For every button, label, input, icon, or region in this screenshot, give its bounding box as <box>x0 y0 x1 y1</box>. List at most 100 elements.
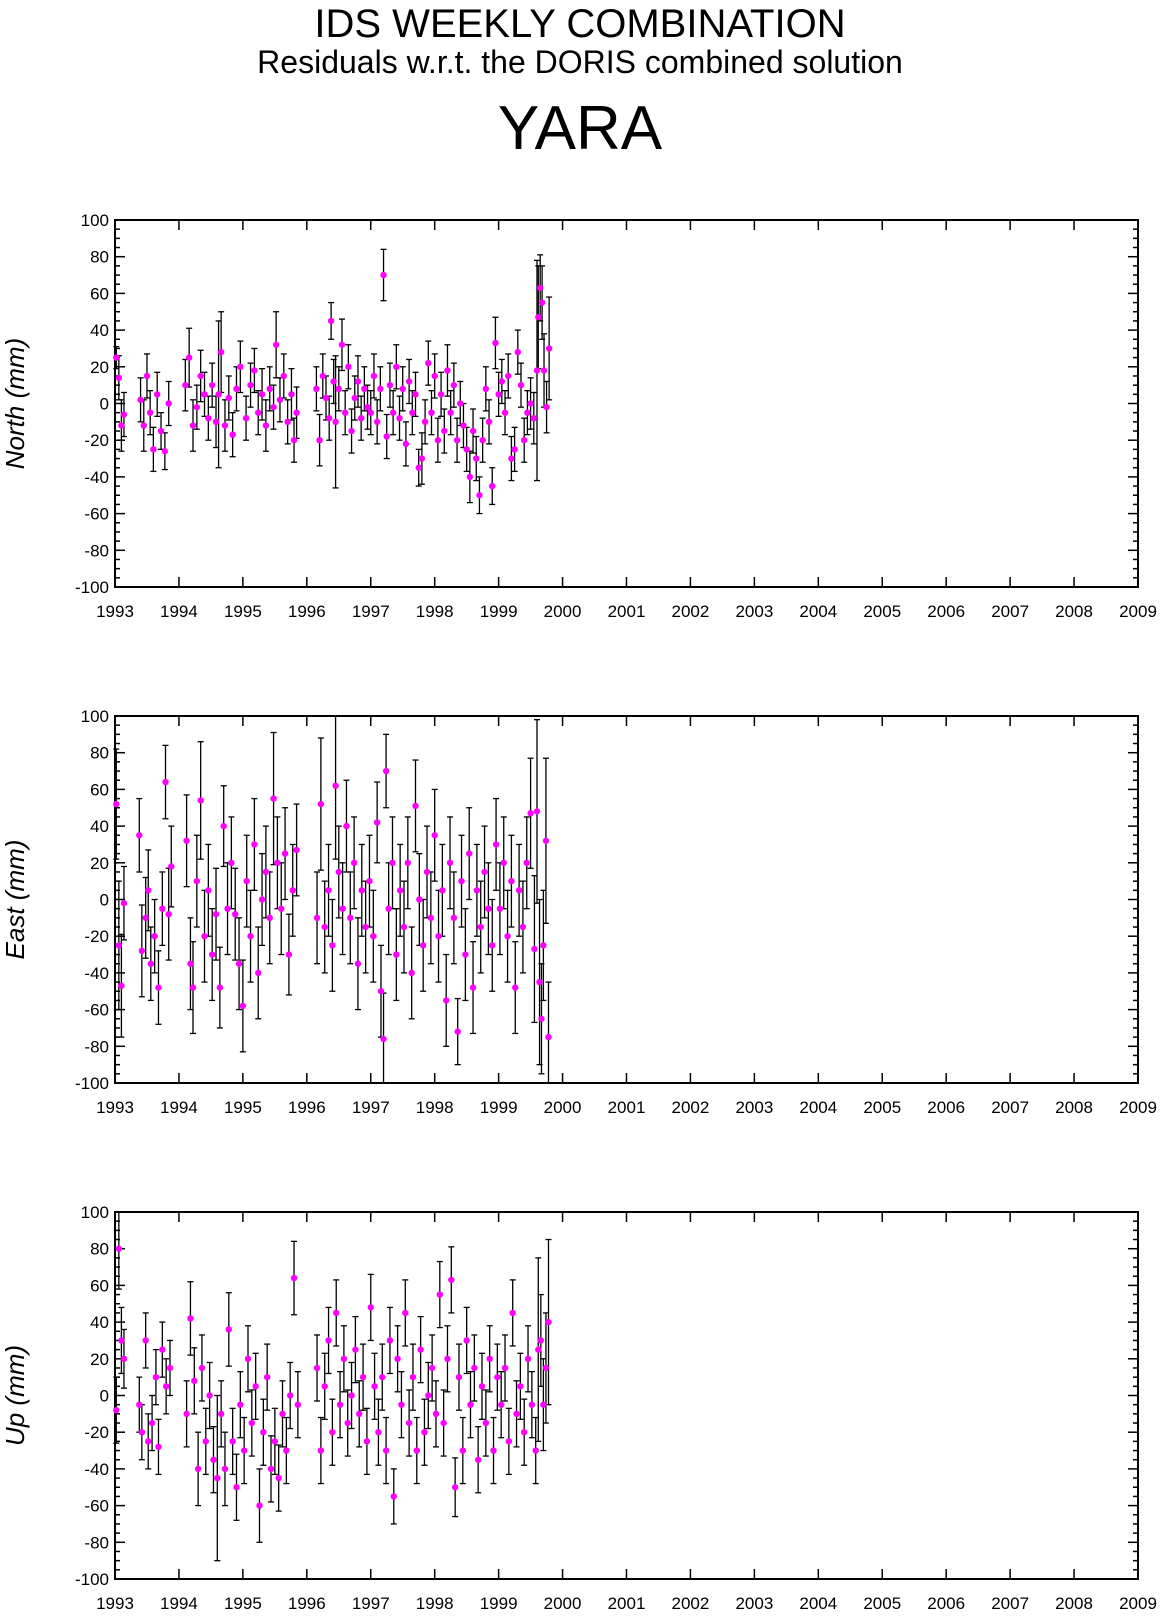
east-data-point <box>159 905 166 912</box>
north-data-point <box>237 363 244 370</box>
north-data-point <box>501 409 509 416</box>
north-data-point <box>288 391 295 398</box>
up-data-point <box>248 1419 256 1427</box>
up-data-point <box>271 1438 279 1445</box>
up-data-point <box>152 1373 160 1381</box>
east-data-point <box>289 887 296 894</box>
north-data-point <box>444 367 451 374</box>
north-data-point <box>120 411 128 418</box>
east-data-point <box>389 859 396 866</box>
east-data-point <box>165 910 172 918</box>
up-data-point <box>356 1410 363 1418</box>
east-data-point <box>466 850 473 857</box>
east-data-point <box>404 859 412 866</box>
east-x-tick-label: 1994 <box>160 1098 198 1117</box>
north-data-point <box>150 446 157 453</box>
up-data-point <box>198 1364 206 1372</box>
east-data-point <box>293 846 300 854</box>
north-data-point <box>402 440 410 448</box>
up-y-tick-label: 20 <box>90 1350 109 1369</box>
east-data-point <box>313 914 321 922</box>
east-data-point <box>519 923 527 931</box>
east-data-point <box>332 782 339 789</box>
up-x-tick-label: 2004 <box>799 1594 837 1613</box>
east-data-point <box>512 984 519 991</box>
east-data-point <box>377 988 385 995</box>
east-x-tick-label: 2005 <box>863 1098 901 1117</box>
east-y-tick-label: -80 <box>84 1037 109 1056</box>
up-data-point <box>217 1410 225 1418</box>
up-data-point <box>142 1337 149 1344</box>
east-x-tick-label: 1996 <box>288 1098 326 1117</box>
up-y-axis-title: Up (mm) <box>0 1345 30 1446</box>
north-data-point <box>428 409 435 416</box>
north-data-point <box>514 348 522 356</box>
north-data-point <box>421 418 429 426</box>
up-data-point <box>440 1419 447 1427</box>
up-data-point <box>183 1410 190 1418</box>
east-data-point <box>523 859 530 866</box>
north-data-point <box>498 378 506 385</box>
north-x-tick-label: 1994 <box>160 602 198 621</box>
up-data-point <box>478 1383 486 1390</box>
east-data-point <box>138 947 146 955</box>
up-data-point <box>540 1401 547 1408</box>
up-data-point <box>336 1401 344 1408</box>
up-x-tick-label: 2002 <box>672 1594 710 1613</box>
up-data-point <box>405 1419 413 1427</box>
north-y-tick-label: 80 <box>90 248 109 267</box>
east-data-point <box>208 951 216 958</box>
up-x-tick-label: 2000 <box>544 1594 582 1613</box>
north-plot-frame <box>114 219 1139 588</box>
north-data-point <box>476 492 483 499</box>
east-x-tick-label: 2008 <box>1055 1098 1093 1117</box>
north-data-point <box>521 437 528 444</box>
north-data-point <box>280 372 287 380</box>
north-data-point <box>386 381 394 389</box>
north-data-point <box>182 381 189 389</box>
east-data-point <box>419 942 427 949</box>
up-x-tick-label: 1994 <box>160 1594 198 1613</box>
up-data-point <box>535 1346 542 1353</box>
up-x-tick-label: 1999 <box>480 1594 518 1613</box>
up-data-point <box>394 1355 401 1363</box>
up-data-point <box>490 1447 497 1454</box>
up-data-point <box>471 1364 478 1372</box>
north-data-point <box>247 381 254 389</box>
north-y-tick-label: 0 <box>100 395 109 414</box>
north-data-point <box>540 367 548 374</box>
north-data-point <box>357 414 365 422</box>
north-data-point <box>276 396 284 404</box>
north-data-point <box>146 409 154 416</box>
up-y-tick-label: -60 <box>84 1497 109 1516</box>
up-data-point <box>425 1392 432 1399</box>
north-y-tick-label: 20 <box>90 358 109 377</box>
north-data-point <box>367 409 374 416</box>
east-data-point <box>540 942 547 949</box>
east-data-point <box>278 905 285 912</box>
east-data-point <box>538 1015 545 1022</box>
north-data-point <box>508 455 515 462</box>
up-data-point <box>417 1346 424 1353</box>
north-y-tick-label: -60 <box>84 505 109 524</box>
up-x-tick-label: 2008 <box>1055 1594 1093 1613</box>
up-x-tick-label: 1996 <box>288 1594 326 1613</box>
east-data-point <box>168 863 175 870</box>
up-data-point <box>444 1355 451 1363</box>
north-data-point <box>189 422 197 429</box>
east-data-point <box>247 933 254 940</box>
up-panel: -100 -80 -60 -40 -20 0 20 40 60 80 100 1993 1994 1995… <box>0 1203 1157 1613</box>
east-data-point <box>317 800 325 808</box>
north-data-point <box>262 422 270 429</box>
east-data-point <box>382 767 390 775</box>
up-y-tick-label: 80 <box>90 1240 109 1259</box>
north-data-point <box>389 409 397 416</box>
up-data-point <box>390 1493 397 1500</box>
east-data-point <box>258 896 266 903</box>
north-data-point <box>161 448 169 455</box>
up-data-point <box>240 1447 248 1454</box>
up-data-point <box>379 1373 386 1381</box>
east-data-point <box>416 896 423 903</box>
north-data-point <box>293 409 300 416</box>
east-data-point <box>187 960 194 967</box>
